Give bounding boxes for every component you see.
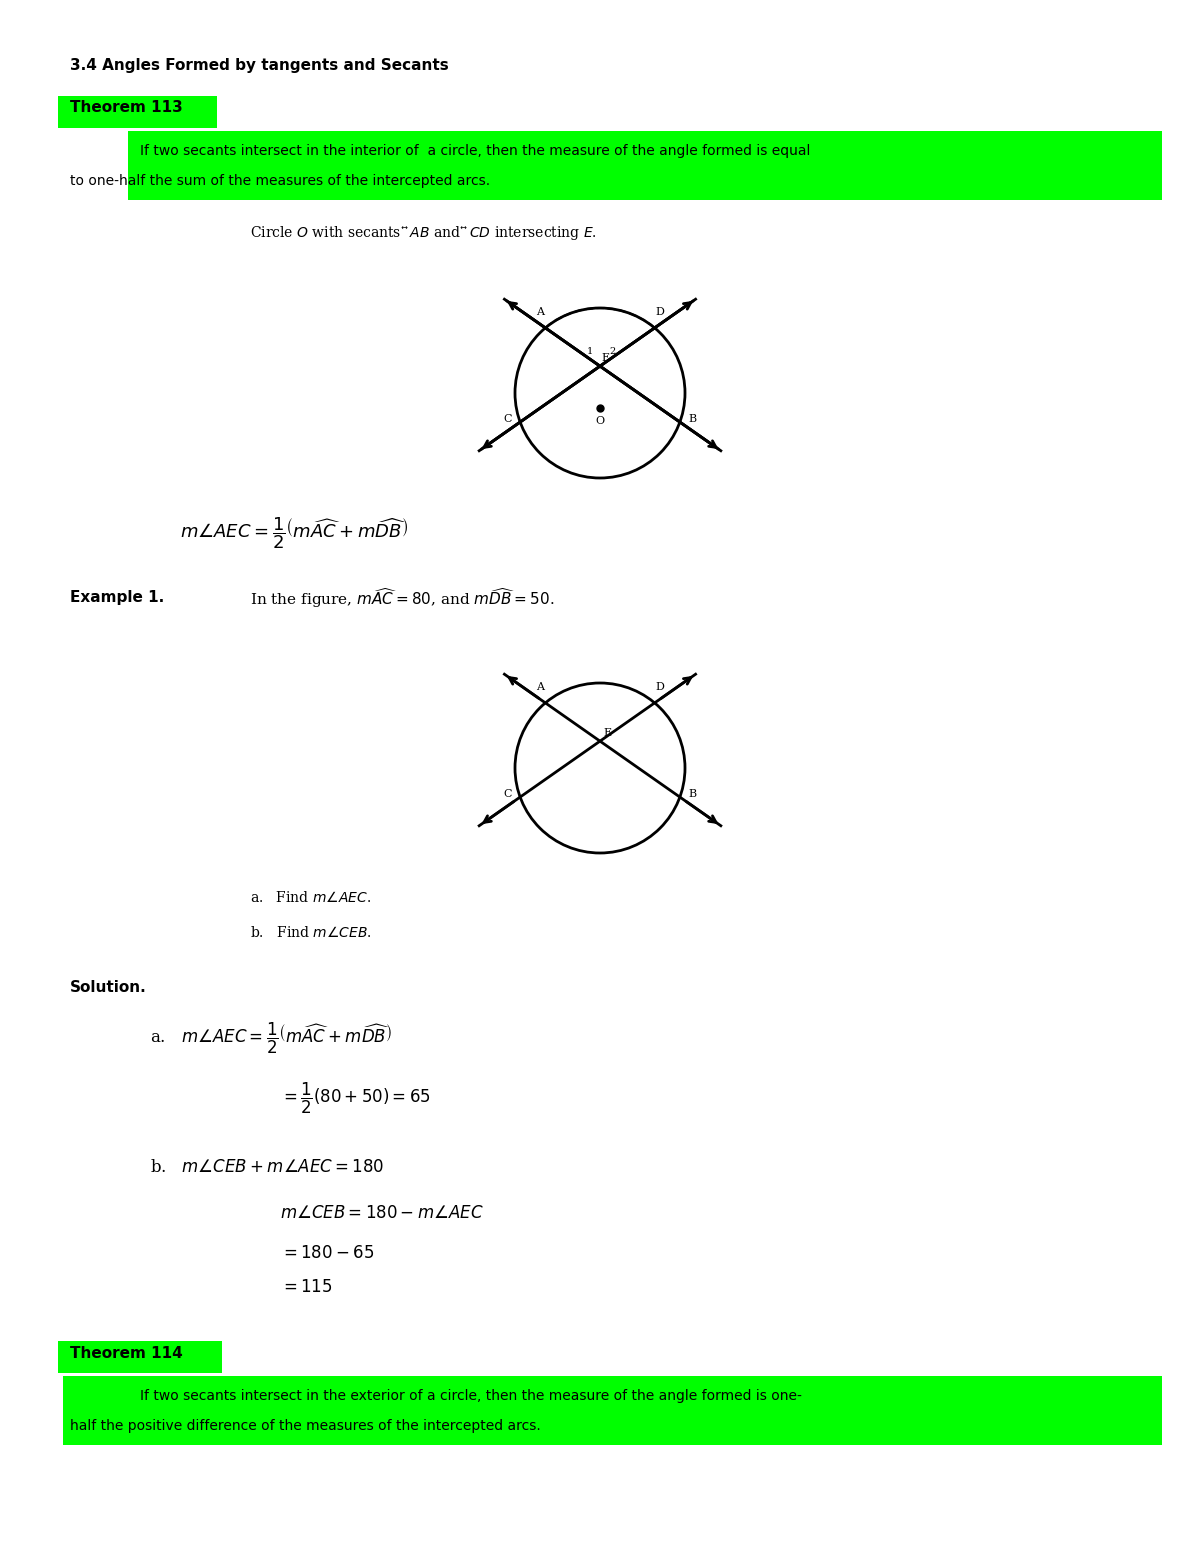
Text: Example 1.: Example 1. (70, 590, 164, 606)
Text: Theorem 113: Theorem 113 (70, 101, 182, 115)
Text: E: E (601, 353, 610, 363)
Text: half the positive difference of the measures of the intercepted arcs.: half the positive difference of the meas… (70, 1419, 541, 1433)
Text: $= 115$: $= 115$ (280, 1280, 332, 1297)
FancyBboxPatch shape (64, 1376, 1162, 1444)
Text: A: A (536, 307, 545, 317)
FancyBboxPatch shape (128, 130, 1162, 200)
Text: Theorem 114: Theorem 114 (70, 1345, 182, 1360)
Text: O: O (595, 416, 605, 426)
Text: $m\angle AEC = \dfrac{1}{2}\left(m\widehat{AC} + m\widehat{DB}\right)$: $m\angle AEC = \dfrac{1}{2}\left(m\wideh… (180, 516, 408, 551)
Text: 1: 1 (587, 348, 593, 356)
Text: In the figure, $m\widehat{AC} = 80$, and $m\widehat{DB} = 50$.: In the figure, $m\widehat{AC} = 80$, and… (250, 585, 554, 610)
Text: D: D (655, 682, 664, 693)
Text: a.   Find $m\angle AEC$.: a. Find $m\angle AEC$. (250, 890, 371, 905)
Text: B: B (689, 415, 697, 424)
FancyBboxPatch shape (58, 96, 217, 127)
Text: D: D (655, 307, 664, 317)
Text: Circle $O$ with secants $\overleftrightarrow{AB}$ and $\overleftrightarrow{CD}$ : Circle $O$ with secants $\overleftrighta… (250, 224, 596, 242)
Text: 2: 2 (608, 348, 616, 356)
Text: B: B (689, 789, 697, 800)
Text: C: C (503, 789, 511, 800)
Text: b.   Find $m\angle CEB$.: b. Find $m\angle CEB$. (250, 926, 372, 941)
Text: If two secants intersect in the exterior of a circle, then the measure of the an: If two secants intersect in the exterior… (140, 1388, 802, 1402)
Text: E: E (602, 728, 611, 738)
Text: a.   $m\angle AEC = \dfrac{1}{2}\left(m\widehat{AC} + m\widehat{DB}\right)$: a. $m\angle AEC = \dfrac{1}{2}\left(m\wi… (150, 1020, 392, 1056)
Text: $= 180 - 65$: $= 180 - 65$ (280, 1244, 374, 1261)
Text: A: A (536, 682, 545, 693)
Text: b.   $m\angle CEB + m\angle AEC = 180$: b. $m\angle CEB + m\angle AEC = 180$ (150, 1160, 384, 1177)
Text: C: C (503, 415, 511, 424)
Text: If two secants intersect in the interior of  a circle, then the measure of the a: If two secants intersect in the interior… (140, 144, 810, 158)
FancyBboxPatch shape (58, 1340, 222, 1373)
Text: Solution.: Solution. (70, 980, 146, 995)
Text: to one-half the sum of the measures of the intercepted arcs.: to one-half the sum of the measures of t… (70, 174, 490, 188)
Text: $m\angle CEB = 180 - m\angle AEC$: $m\angle CEB = 180 - m\angle AEC$ (280, 1205, 484, 1222)
Text: 3.4 Angles Formed by tangents and Secants: 3.4 Angles Formed by tangents and Secant… (70, 57, 449, 73)
Text: $= \dfrac{1}{2}(80 + 50) = 65$: $= \dfrac{1}{2}(80 + 50) = 65$ (280, 1081, 431, 1115)
